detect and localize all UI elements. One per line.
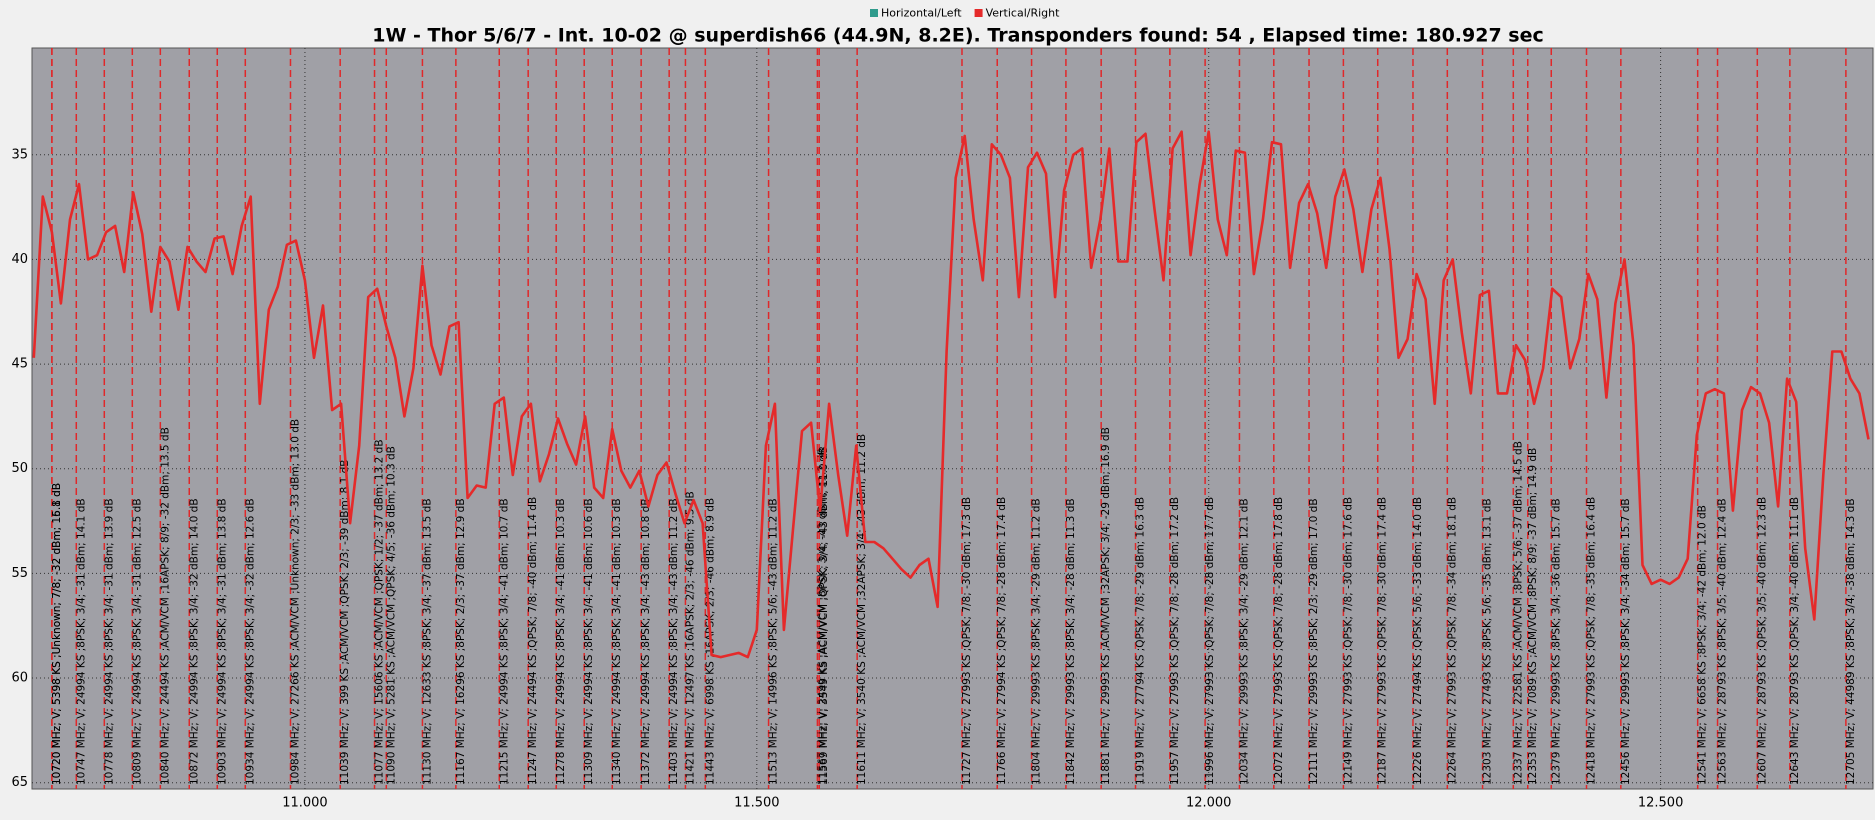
transponder-label: 11513 MHz; V; 14996 KS ;8PSK; 5/6; -43 d… [768, 498, 780, 785]
y-tick-label: 50 [11, 461, 28, 476]
transponder-label: 11309 MHz; V; 24994 KS ;8PSK; 3/4; -41 d… [583, 498, 595, 785]
transponder-label: 12418 MHz; V; 27993 KS ;QPSK; 7/8; -35 d… [1586, 497, 1598, 785]
y-tick-label: 55 [11, 566, 28, 581]
y-tick-label: 40 [11, 252, 28, 267]
transponder-label: 11340 MHz; V; 24994 KS ;8PSK; 3/4; -41 d… [611, 498, 623, 785]
legend-label: Vertical/Right [986, 7, 1061, 20]
x-tick-label: 12.000 [1186, 796, 1232, 811]
transponder-label: 11215 MHz; V; 24994 KS ;8PSK; 3/4; -41 d… [498, 498, 510, 785]
transponder-label: 11278 MHz; V; 24994 KS ;8PSK; 3/4; -41 d… [555, 498, 567, 785]
legend-swatch [974, 9, 983, 17]
transponder-label: 11996 MHz; V; 27993 KS ;QPSK; 7/8; -28 d… [1204, 497, 1216, 785]
transponder-label: 10720 MHz; V; 5398 KS ;Unknown; 7/8; -32… [51, 483, 63, 785]
transponder-label: 11039 MHz; V; 399 KS ;ACM/VCM ;QPSK; 2/3… [339, 460, 351, 785]
transponder-label: 10809 MHz; V; 24994 KS ;8PSK; 3/4; -31 d… [131, 498, 143, 785]
transponder-label: 11611 MHz; V; 3540 KS ;ACM/VCM ;32APSK; … [856, 434, 868, 785]
transponder-label: 12353 MHz; V; 7089 KS ;ACM/VCM ;8PSK; 8/… [1527, 448, 1539, 785]
transponder-label: 12303 MHz; V; 27493 KS ;8PSK; 5/6; -35 d… [1482, 498, 1494, 785]
transponder-label: 12072 MHz; V; 27993 KS ;QPSK; 7/8; -28 d… [1273, 497, 1285, 785]
transponder-label: 11804 MHz; V; 29993 KS ;8PSK; 3/4; -29 d… [1031, 498, 1043, 785]
legend-swatch [870, 9, 878, 17]
transponder-label: 10720 MHz; V; 5398 KS ;Unknown; 7/8; -32… [51, 483, 63, 785]
transponder-label: 11130 MHz; V; 12633 KS ;8PSK; 3/4; -37 d… [421, 498, 433, 785]
transponder-label: 11919 MHz; V; 27794 KS ;QPSK; 7/8; -29 d… [1135, 497, 1147, 785]
transponder-label: 12226 MHz; V; 27494 KS ;QPSK; 5/6; -33 d… [1412, 497, 1424, 785]
transponder-label: 12149 MHz; V; 27993 KS ;QPSK; 7/8; -30 d… [1342, 497, 1354, 785]
y-tick-label: 60 [11, 671, 28, 686]
transponder-label: 10903 MHz; V; 24994 KS ;8PSK; 3/4; -31 d… [216, 498, 228, 785]
transponder-label: 10984 MHz; V; 27266 KS ;ACM/VCM ;Unknown… [289, 419, 301, 785]
legend-label: Horizontal/Left [881, 7, 962, 20]
transponder-label: 11077 MHz; V; 15606 KS ;ACM/VCM ;QPSK; 1… [374, 439, 386, 785]
transponder-label: 12705 MHz; V; 44989 KS ;8PSK; 3/4; -38 d… [1845, 498, 1857, 785]
transponder-label: 12456 MHz; V; 29993 KS ;8PSK; 3/4; -34 d… [1620, 498, 1632, 785]
transponder-label: 11881 MHz; V; 29993 KS ;ACM/VCM ;32APSK;… [1100, 427, 1112, 785]
transponder-label: 12563 MHz; V; 28793 KS ;8PSK; 3/5; -40 d… [1717, 498, 1729, 785]
transponder-label: 12034 MHz; V; 29993 KS ;8PSK; 3/4; -29 d… [1238, 498, 1250, 785]
transponder-label: 11403 MHz; V; 24994 KS ;8PSK; 3/4; -43 d… [668, 498, 680, 785]
transponder-label: 11167 MHz; V; 16296 KS ;8PSK; 2/3; -37 d… [455, 498, 467, 785]
transponder-label: 11766 MHz; V; 27994 KS ;QPSK; 7/8; -28 d… [996, 497, 1008, 785]
transponder-label: 10872 MHz; V; 24994 KS ;8PSK; 3/4; -32 d… [188, 498, 200, 785]
transponder-label: 11957 MHz; V; 27993 KS ;QPSK; 7/8; -28 d… [1169, 497, 1181, 785]
x-tick-label: 11.500 [734, 796, 780, 811]
transponder-label: 12337 MHz; V; 22581 KS ;ACM/VCM ;8PSK; 5… [1512, 441, 1524, 785]
transponder-label: 12541 MHz; V; 6658 KS ;8PSK; 3/4; -42 dB… [1697, 505, 1709, 785]
chart-title: 1W - Thor 5/6/7 - Int. 10-02 @ superdish… [372, 25, 1544, 47]
transponder-label: 11421 MHz; V; 12497 KS ;16APSK; 2/3; -46… [684, 491, 696, 785]
transponder-label: 11247 MHz; V; 24494 KS ;QPSK; 7/8; -40 d… [527, 497, 539, 785]
x-tick-label: 11.000 [282, 796, 328, 811]
transponder-label: 12379 MHz; V; 29993 KS ;8PSK; 3/4; -36 d… [1550, 498, 1562, 785]
x-tick-label: 12.500 [1638, 796, 1684, 811]
transponder-label: 11372 MHz; V; 24994 KS ;8PSK; 3/4; -43 d… [640, 498, 652, 785]
transponder-label: 10778 MHz; V; 24994 KS ;8PSK; 3/4; -31 d… [103, 498, 115, 785]
transponder-label: 11569 MHz; V; 3549 KS ;ACM/VCM ;QPSK; 3/… [818, 446, 830, 785]
transponder-label: 10840 MHz; V; 24494 KS ;ACM/VCM ;16APSK;… [159, 427, 171, 785]
y-tick-label: 65 [11, 775, 28, 790]
transponder-label: 12643 MHz; V; 28793 KS ;QPSK; 3/4; -40 d… [1789, 497, 1801, 785]
transponder-label: 10934 MHz; V; 24994 KS ;8PSK; 3/4; -32 d… [244, 498, 256, 785]
transponder-label: 11090 MHz; V; 5281 KS ;ACM/VCM ;QPSK; 4/… [385, 446, 397, 785]
y-tick-label: 45 [11, 357, 28, 372]
transponder-label: 12187 MHz; V; 27993 KS ;QPSK; 7/8; -30 d… [1377, 497, 1389, 785]
transponder-label: 12607 MHz; V; 28793 KS ;QPSK; 3/5; -40 d… [1756, 497, 1768, 785]
transponder-label: 10747 MHz; V; 24994 KS ;8PSK; 3/4; -31 d… [75, 498, 87, 785]
transponder-label: 11842 MHz; V; 29993 KS ;8PSK; 3/4; -28 d… [1065, 498, 1077, 785]
transponder-label: 11727 MHz; V; 27993 KS ;QPSK; 7/8; -30 d… [961, 497, 973, 785]
plot-area [31, 47, 1874, 790]
transponder-label: 12111 MHz; V; 29993 KS ;8PSK; 2/3; -29 d… [1308, 498, 1320, 785]
y-tick-label: 35 [11, 147, 28, 162]
spectrum-line [32, 130, 1870, 659]
transponder-label: 12264 MHz; V; 27993 KS ;QPSK; 7/8; -34 d… [1446, 497, 1458, 785]
